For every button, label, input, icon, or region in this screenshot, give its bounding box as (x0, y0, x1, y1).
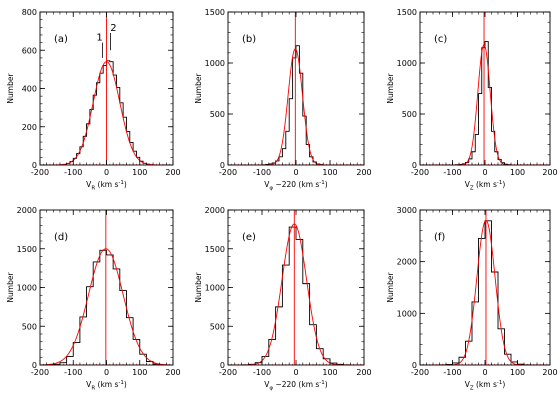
panel-tag: (a) (54, 34, 68, 45)
panel-tag: (f) (434, 232, 445, 243)
panel-c: -200 -100 0 100 200 0 500 1000 1500 (c) Number VZ (… (386, 8, 558, 192)
x-tick-label: 0 (104, 368, 109, 377)
panel-a: -200 -100 0 100 200 0 200 400 600 800 (a) Number VR … (6, 8, 181, 192)
annotation-label: 2 (110, 23, 116, 34)
x-tick-label: -200 (31, 168, 49, 177)
gaussian-fit-curve (228, 223, 364, 366)
x-tick-label: 100 (322, 168, 337, 177)
x-tick-label: 200 (542, 368, 557, 377)
y-tick-label: 500 (210, 110, 225, 119)
gaussian-fit-curve (228, 48, 364, 166)
x-axis-label: Vφ −220 (km s-1) (264, 180, 328, 192)
x-axis-label: VR (km s-1) (86, 380, 127, 392)
y-tick-label: 3000 (397, 206, 417, 215)
histogram-steps (420, 41, 550, 166)
y-axis-label: Number (194, 272, 203, 303)
y-tick-label: 1000 (17, 284, 37, 293)
x-tick-label: -100 (443, 368, 461, 377)
x-tick-label: -100 (253, 368, 271, 377)
x-tick-label: 0 (293, 368, 298, 377)
x-axis-label: Vφ −220 (km s-1) (264, 380, 328, 392)
panel-tag: (e) (242, 232, 256, 243)
y-axis-label: Number (6, 73, 15, 104)
y-tick-label: 1000 (205, 284, 225, 293)
y-tick-label: 0 (32, 361, 37, 370)
x-tick-label: 100 (132, 168, 147, 177)
x-tick-label: -100 (64, 168, 82, 177)
y-axis-label: Number (386, 272, 395, 303)
x-tick-label: 100 (322, 368, 337, 377)
y-tick-label: 0 (412, 361, 417, 370)
x-tick-label: 0 (293, 168, 298, 177)
panel-b: -200 -100 0 100 200 0 500 1000 1500 (b) Number Vφ −… (194, 8, 372, 192)
annotation-label: 1 (96, 33, 102, 44)
x-tick-label: -100 (253, 168, 271, 177)
x-tick-label: 100 (510, 368, 525, 377)
y-axis-label: Number (194, 73, 203, 104)
gaussian-fit-curve (39, 248, 174, 366)
x-tick-label: 0 (482, 368, 487, 377)
histogram-steps (228, 45, 364, 166)
y-tick-label: 200 (22, 123, 37, 132)
panel-tag: (b) (242, 34, 256, 45)
panel-tag: (d) (54, 232, 68, 243)
y-tick-label: 400 (22, 85, 37, 94)
x-tick-label: 0 (482, 168, 487, 177)
y-tick-label: 1000 (397, 309, 417, 318)
y-tick-label: 0 (32, 161, 37, 170)
histogram-steps (40, 249, 173, 366)
y-tick-label: 1000 (397, 59, 417, 68)
y-tick-label: 2000 (17, 206, 37, 215)
x-tick-label: -200 (411, 168, 429, 177)
y-tick-label: 1500 (205, 245, 225, 254)
x-tick-label: 200 (356, 168, 371, 177)
x-tick-label: -100 (443, 168, 461, 177)
panel-tag: (c) (434, 34, 447, 45)
x-tick-label: -200 (411, 368, 429, 377)
x-tick-label: -100 (64, 368, 82, 377)
panel-d: -200 -100 0 100 2000500100015002000(d)Number… (6, 206, 181, 392)
y-tick-label: 500 (210, 322, 225, 331)
y-tick-label: 0 (220, 361, 225, 370)
x-axis-label: VZ (km s-1) (465, 180, 506, 192)
y-tick-label: 600 (22, 46, 37, 55)
panel-e: -200 -100 0 100 2000500100015002000(e)Number… (194, 206, 372, 392)
y-tick-label: 2000 (397, 258, 417, 267)
y-tick-label: 800 (22, 8, 37, 17)
y-tick-label: 1000 (205, 59, 225, 68)
y-axis-label: Number (6, 272, 15, 303)
y-tick-label: 0 (220, 161, 225, 170)
y-tick-label: 500 (22, 322, 37, 331)
y-tick-label: 0 (412, 161, 417, 170)
y-tick-label: 1500 (17, 245, 37, 254)
x-tick-label: 200 (165, 168, 180, 177)
x-tick-label: 200 (356, 368, 371, 377)
panel-f: -200 -100 0 100 2000100020003000(f)NumberVZ … (386, 206, 558, 392)
x-tick-label: 100 (510, 168, 525, 177)
x-tick-label: -200 (219, 168, 237, 177)
x-tick-label: -200 (31, 368, 49, 377)
y-tick-label: 1500 (397, 8, 417, 17)
x-tick-label: 200 (542, 168, 557, 177)
y-tick-label: 500 (402, 110, 417, 119)
y-tick-label: 2000 (205, 206, 225, 215)
x-tick-label: 200 (165, 368, 180, 377)
x-tick-label: -200 (219, 368, 237, 377)
x-tick-label: 100 (132, 368, 147, 377)
y-tick-label: 1500 (205, 8, 225, 17)
gaussian-fit-curve (420, 44, 550, 166)
x-tick-label: 0 (104, 168, 109, 177)
y-axis-label: Number (386, 73, 395, 104)
histogram-steps (228, 226, 364, 366)
x-axis-label: VZ (km s-1) (465, 380, 506, 392)
x-axis-label: VR (km s-1) (86, 180, 127, 192)
